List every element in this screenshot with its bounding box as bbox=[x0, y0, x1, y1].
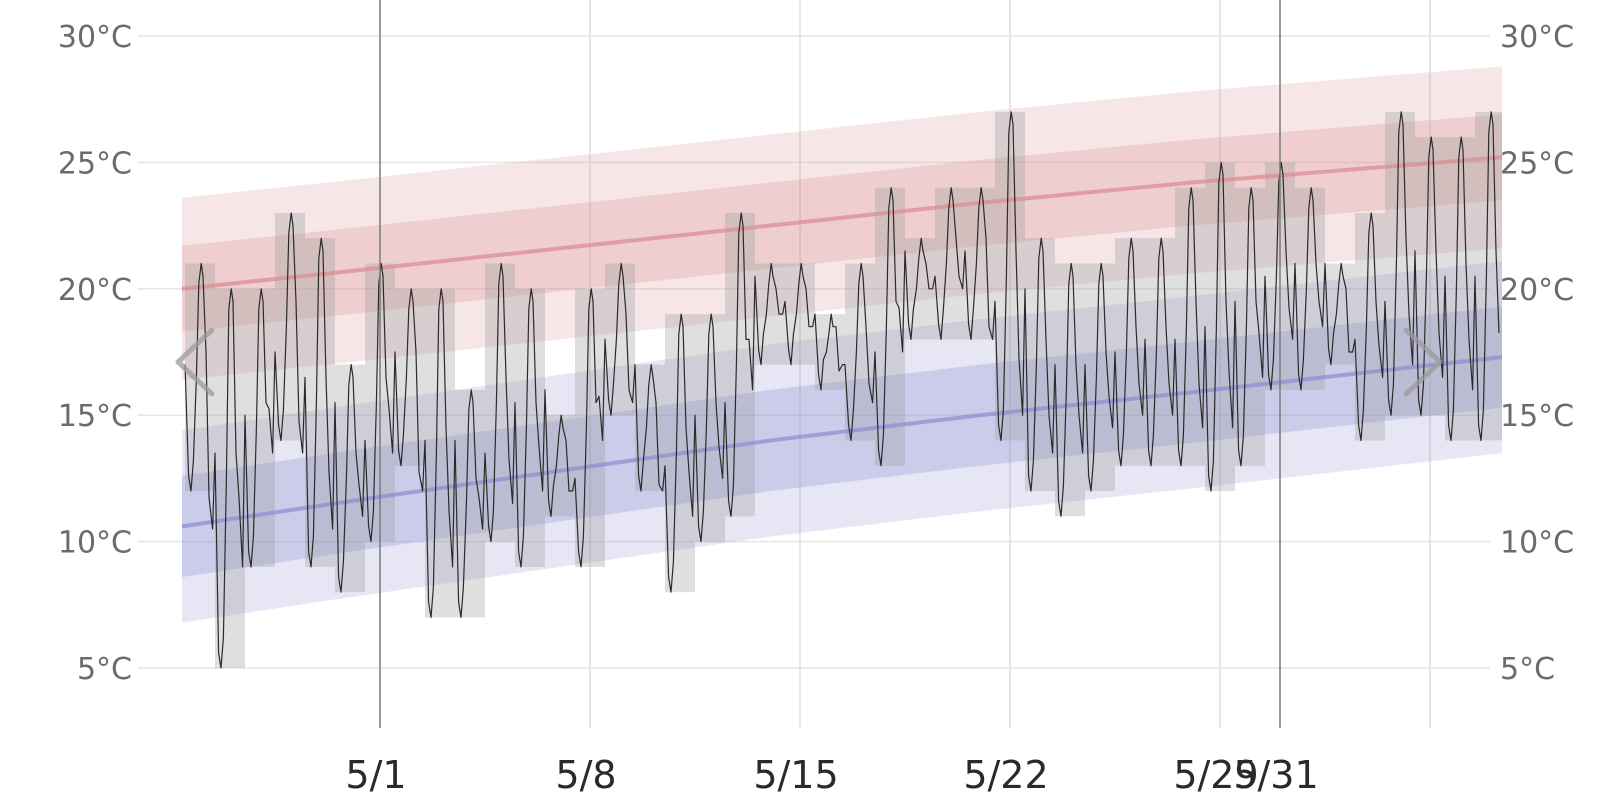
y-tick-label-right: 10°C bbox=[1500, 526, 1574, 561]
observed-day-bar bbox=[605, 263, 635, 416]
observed-day-bar bbox=[695, 314, 725, 542]
observed-day-bar bbox=[1175, 187, 1205, 466]
y-tick-label-right: 20°C bbox=[1500, 273, 1574, 308]
observed-day-bar bbox=[575, 288, 605, 567]
observed-day-bar bbox=[725, 213, 755, 517]
x-tick-label: 5/8 bbox=[555, 753, 616, 797]
observed-day-bar bbox=[1025, 238, 1055, 491]
gridlines bbox=[138, 0, 1490, 728]
observed-day-bar bbox=[1445, 137, 1475, 441]
y-axis-left: 5°C 10°C 15°C 20°C 25°C 30°C bbox=[58, 20, 132, 687]
observed-day-bar bbox=[425, 288, 455, 618]
y-tick-label-left: 15°C bbox=[58, 399, 132, 434]
chevron-right-icon[interactable] bbox=[1388, 318, 1458, 408]
x-tick-label: 5/31 bbox=[1233, 753, 1318, 797]
y-tick-label-left: 10°C bbox=[58, 526, 132, 561]
y-tick-label-left: 25°C bbox=[58, 146, 132, 181]
y-tick-label-right: 5°C bbox=[1500, 652, 1555, 687]
observed-range-bars bbox=[185, 111, 1502, 668]
y-axis-right: 5°C 10°C 15°C 20°C 25°C 30°C bbox=[1500, 20, 1574, 687]
normal-low-inner-band bbox=[182, 306, 1502, 577]
observed-day-bar bbox=[1205, 162, 1235, 491]
observed-day-bar bbox=[485, 263, 515, 542]
observed-day-bar bbox=[515, 288, 545, 567]
y-tick-label-right: 30°C bbox=[1500, 20, 1574, 55]
y-tick-label-right: 15°C bbox=[1500, 399, 1574, 434]
normal-mean-lines bbox=[181, 155, 1503, 529]
normal-high-bands bbox=[182, 66, 1502, 380]
observed-day-bar bbox=[1235, 187, 1265, 466]
observed-day-bar bbox=[995, 111, 1025, 441]
observed-day-bar bbox=[215, 288, 245, 668]
observed-day-bar bbox=[845, 263, 875, 441]
x-tick-label: 5/15 bbox=[753, 753, 838, 797]
observed-day-bar bbox=[785, 263, 815, 365]
observed-day-bar bbox=[965, 187, 995, 340]
observed-day-bar bbox=[1115, 238, 1145, 466]
observed-day-bar bbox=[275, 213, 305, 441]
normal-high-line bbox=[181, 155, 1503, 291]
date-markers bbox=[379, 0, 1281, 728]
observed-day-bar bbox=[395, 288, 425, 466]
y-tick-label-left: 20°C bbox=[58, 273, 132, 308]
observed-day-bar bbox=[185, 263, 215, 491]
x-tick-label: 5/29 bbox=[1173, 753, 1258, 797]
observed-day-bar bbox=[305, 238, 335, 567]
normal-low-line bbox=[181, 355, 1503, 529]
observed-day-bar bbox=[1145, 238, 1175, 466]
observed-day-bar bbox=[635, 364, 665, 491]
normal-low-bands bbox=[182, 261, 1502, 623]
x-axis: 5/1 5/8 5/15 5/22 5/295/31 bbox=[345, 753, 1318, 797]
observed-day-bar bbox=[1385, 111, 1415, 416]
observed-day-bar bbox=[1295, 187, 1325, 390]
observed-day-bar bbox=[455, 389, 485, 618]
observed-day-bar bbox=[1355, 213, 1385, 441]
observed-day-bar bbox=[1055, 263, 1085, 517]
observed-day-bar bbox=[1325, 263, 1355, 365]
x-tick-label: 5/1 bbox=[345, 753, 406, 797]
normal-high-outer-band bbox=[182, 66, 1502, 380]
y-tick-label-left: 30°C bbox=[58, 20, 132, 55]
normal-high-inner-band bbox=[182, 114, 1502, 332]
x-tick-label: 5/22 bbox=[963, 753, 1048, 797]
y-tick-label-right: 25°C bbox=[1500, 146, 1574, 181]
observed-day-bar bbox=[935, 187, 965, 340]
observed-day-bar bbox=[335, 364, 365, 593]
y-tick-label-left: 5°C bbox=[77, 652, 132, 687]
normal-low-outer-band bbox=[182, 261, 1502, 623]
observed-day-bar bbox=[545, 415, 575, 517]
chevron-left-icon[interactable] bbox=[160, 318, 230, 408]
observed-day-bar bbox=[1085, 263, 1115, 491]
